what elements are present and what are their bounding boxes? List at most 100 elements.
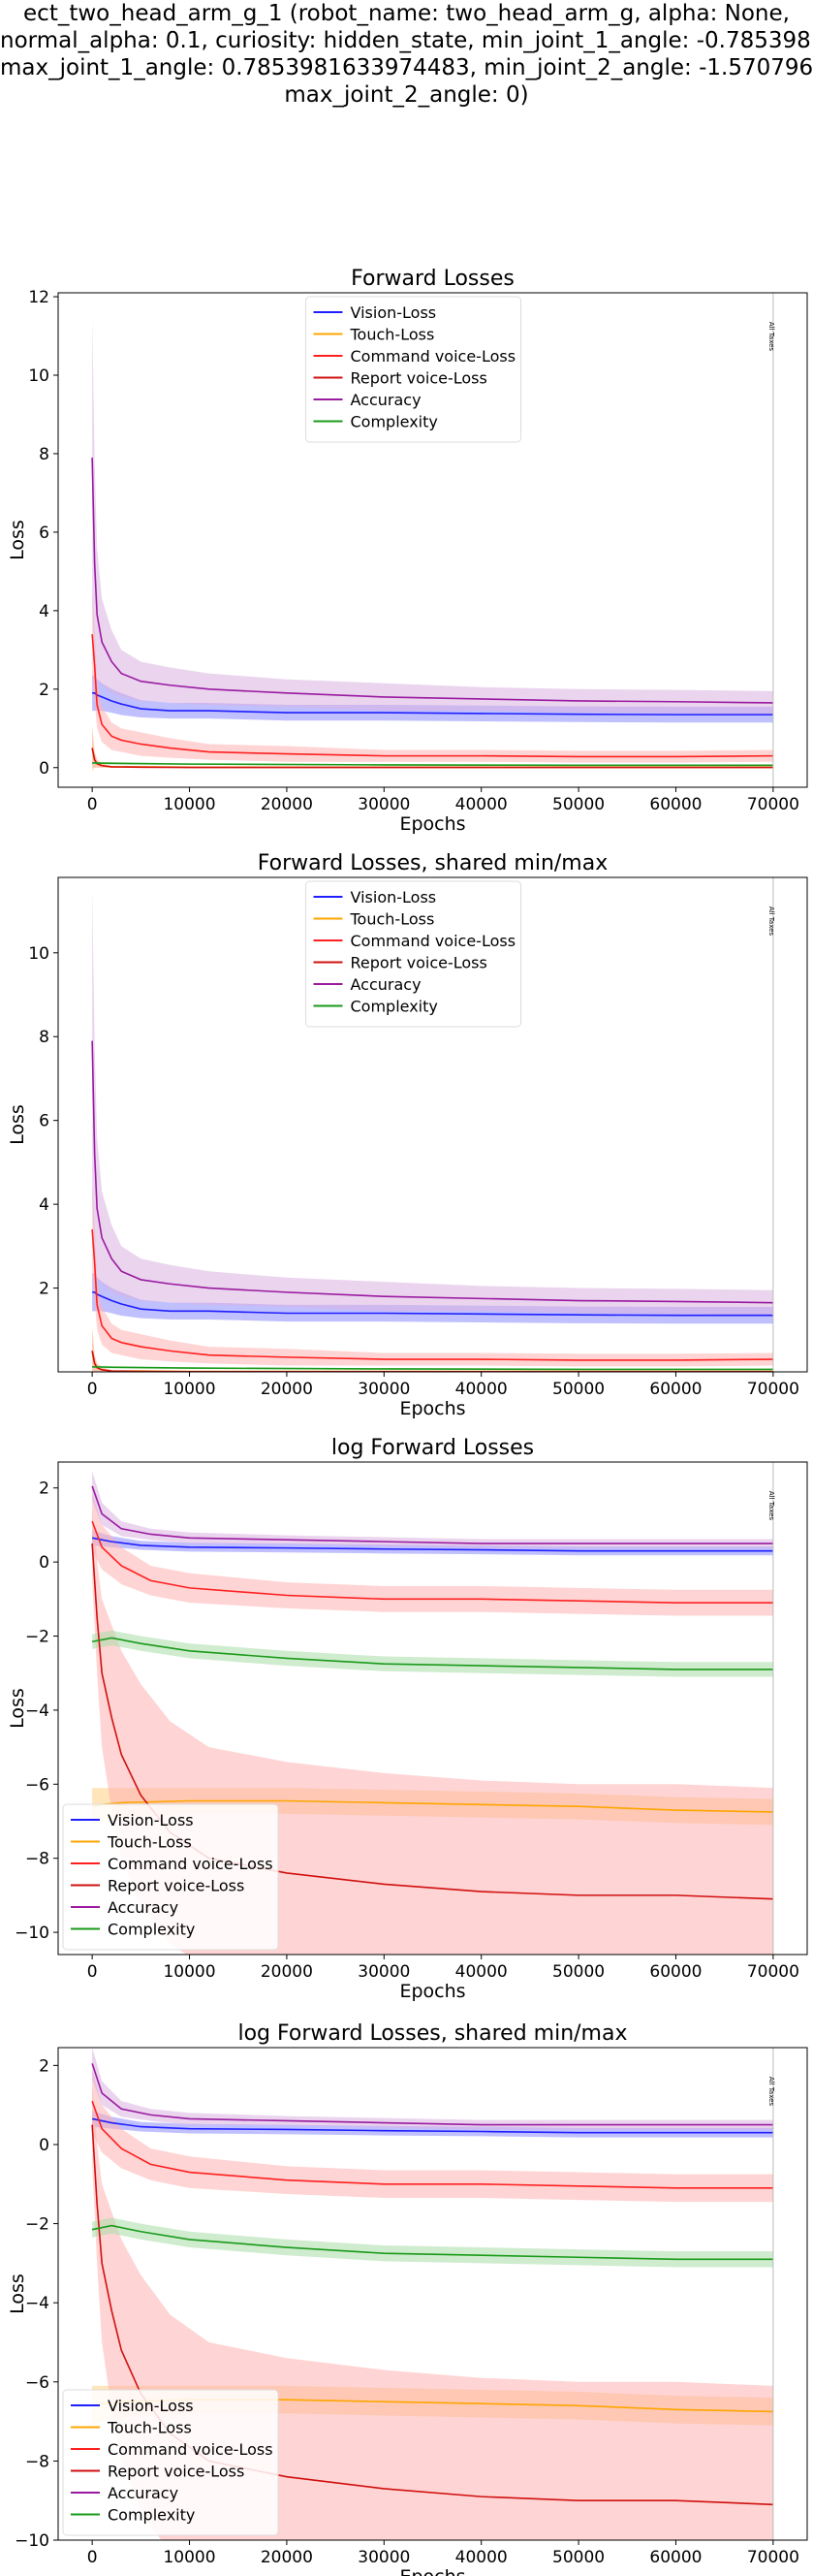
line-complexity [91, 2224, 773, 2261]
x-tick-label: 60000 [649, 2548, 702, 2567]
band-command [92, 2069, 773, 2203]
line-accuracy [91, 1485, 773, 1544]
line-report [91, 747, 773, 769]
x-axis-label: Epochs [399, 813, 465, 835]
figure-title-line: max_joint_2_angle: 0) [284, 82, 529, 108]
legend-entry-complexity: Complexity [351, 413, 438, 431]
y-tick-label: −4 [25, 1701, 49, 1721]
figure-title-line: ect_two_head_arm_g_1 (robot_name: two_he… [23, 1, 790, 26]
x-tick-label: 30000 [358, 1962, 410, 1982]
band-command [92, 1183, 773, 1367]
x-tick-label: 0 [87, 795, 98, 814]
plot-frame [57, 876, 808, 1373]
x-tick-label: 20000 [261, 1962, 313, 1982]
band-accuracy [92, 1471, 773, 1548]
line-vision [92, 1291, 773, 1317]
y-axis-label: Loss [7, 520, 28, 560]
y-tick-label: 0 [39, 759, 49, 779]
x-tick-label: 50000 [552, 1962, 605, 1982]
legend-frame [305, 880, 521, 1028]
y-tick-label: 0 [39, 2136, 49, 2155]
x-tick-label: 70000 [747, 2548, 799, 2567]
x-tick-label: 40000 [455, 795, 508, 814]
chart-3: log Forward Losses All Taxes 0 10000 20000 30… [7, 1436, 808, 2002]
x-axis-label: Epochs [399, 2566, 465, 2576]
line-complexity [91, 1637, 773, 1670]
line-command [91, 1228, 773, 1361]
line-vision [92, 692, 773, 716]
chart-title: log Forward Losses [331, 1436, 534, 1460]
y-tick-label: 0 [39, 1553, 49, 1573]
y-tick-label: 4 [39, 602, 49, 621]
chart-1: Forward Losses All Taxes 0 10000 20000 30000 4… [7, 267, 808, 835]
legend-entry-accuracy: Accuracy [108, 1898, 178, 1917]
line-complexity [92, 762, 773, 767]
y-tick-label: 6 [39, 1112, 49, 1131]
x-tick-label: 40000 [455, 2548, 508, 2567]
x-tick-label: 70000 [747, 795, 799, 814]
legend-frame [62, 1803, 279, 1951]
y-tick-label: 2 [39, 681, 49, 700]
y-tick-label: 10 [28, 366, 49, 386]
legend-entry-complexity: Complexity [108, 1921, 195, 1939]
x-tick-label: 30000 [358, 795, 410, 814]
marker-label: All Taxes [767, 1491, 775, 1521]
y-tick-label: −2 [25, 2215, 49, 2235]
y-tick-label: −8 [25, 1850, 49, 1869]
x-tick-label: 50000 [552, 795, 605, 814]
y-tick-label: −6 [25, 1775, 49, 1795]
x-tick-label: 50000 [552, 1380, 605, 1399]
legend-entry-touch: Touch-Loss [350, 910, 435, 929]
x-tick-label: 10000 [163, 795, 215, 814]
x-tick-label: 50000 [552, 2548, 605, 2567]
x-tick-label: 60000 [649, 1380, 702, 1399]
y-axis-label: Loss [7, 1104, 28, 1145]
chart-title: Forward Losses, shared min/max [258, 851, 608, 875]
line-command [91, 1520, 773, 1604]
legend-entry-accuracy: Accuracy [351, 975, 422, 994]
x-tick-label: 10000 [163, 2548, 215, 2567]
figure-title-line: normal_alpha: 0.1, curiosity: hidden_sta… [0, 28, 813, 53]
x-tick-label: 20000 [261, 2548, 313, 2567]
legend-entry-vision: Vision-Loss [108, 2397, 194, 2415]
y-tick-label: −2 [25, 1628, 49, 1647]
line-command [91, 2100, 773, 2189]
legend-entry-complexity: Complexity [108, 2506, 195, 2525]
legend-entry-report: Report voice-Loss [108, 2463, 244, 2481]
legend-entry-report: Report voice-Loss [351, 954, 487, 972]
legend: Vision-Loss Touch-Loss Command voice-Loss R… [305, 296, 521, 443]
line-accuracy [91, 1040, 773, 1304]
x-tick-label: 60000 [649, 795, 702, 814]
line-complexity [92, 1366, 773, 1371]
band-vision [92, 1530, 773, 1556]
x-tick-label: 0 [87, 1380, 98, 1399]
line-accuracy [91, 457, 773, 704]
figure-title-line: max_joint_1_angle: 0.7853981633974483, m… [0, 55, 813, 80]
plot-frame [57, 292, 808, 788]
band-accuracy [92, 2048, 773, 2130]
x-tick-label: 20000 [261, 795, 313, 814]
legend-entry-vision: Vision-Loss [108, 1811, 194, 1829]
y-tick-label: 8 [39, 1028, 49, 1047]
chart-4: log Forward Losses, shared min/max All Ta… [7, 2021, 808, 2576]
legend-entry-touch: Touch-Loss [350, 326, 435, 344]
line-vision [91, 1537, 773, 1552]
band-complexity [92, 1630, 773, 1677]
x-tick-label: 30000 [358, 2548, 410, 2567]
x-tick-label: 0 [87, 1962, 98, 1982]
y-tick-label: −10 [15, 2531, 49, 2551]
x-tick-label: 70000 [747, 1380, 799, 1399]
marker-label: All Taxes [767, 322, 775, 352]
x-tick-label: 40000 [455, 1380, 508, 1399]
y-tick-label: 10 [28, 944, 49, 964]
legend: Vision-Loss Touch-Loss Command voice-Loss R… [62, 2389, 279, 2536]
legend-entry-complexity: Complexity [351, 998, 438, 1016]
y-tick-label: −6 [25, 2373, 49, 2393]
x-tick-label: 40000 [455, 1962, 508, 1982]
y-tick-label: 2 [39, 2056, 49, 2076]
band-accuracy [92, 889, 773, 1316]
plot-frame [57, 1461, 808, 1956]
legend-entry-command: Command voice-Loss [351, 347, 516, 366]
y-tick-label: 12 [28, 288, 49, 307]
band-command [92, 1491, 773, 1616]
